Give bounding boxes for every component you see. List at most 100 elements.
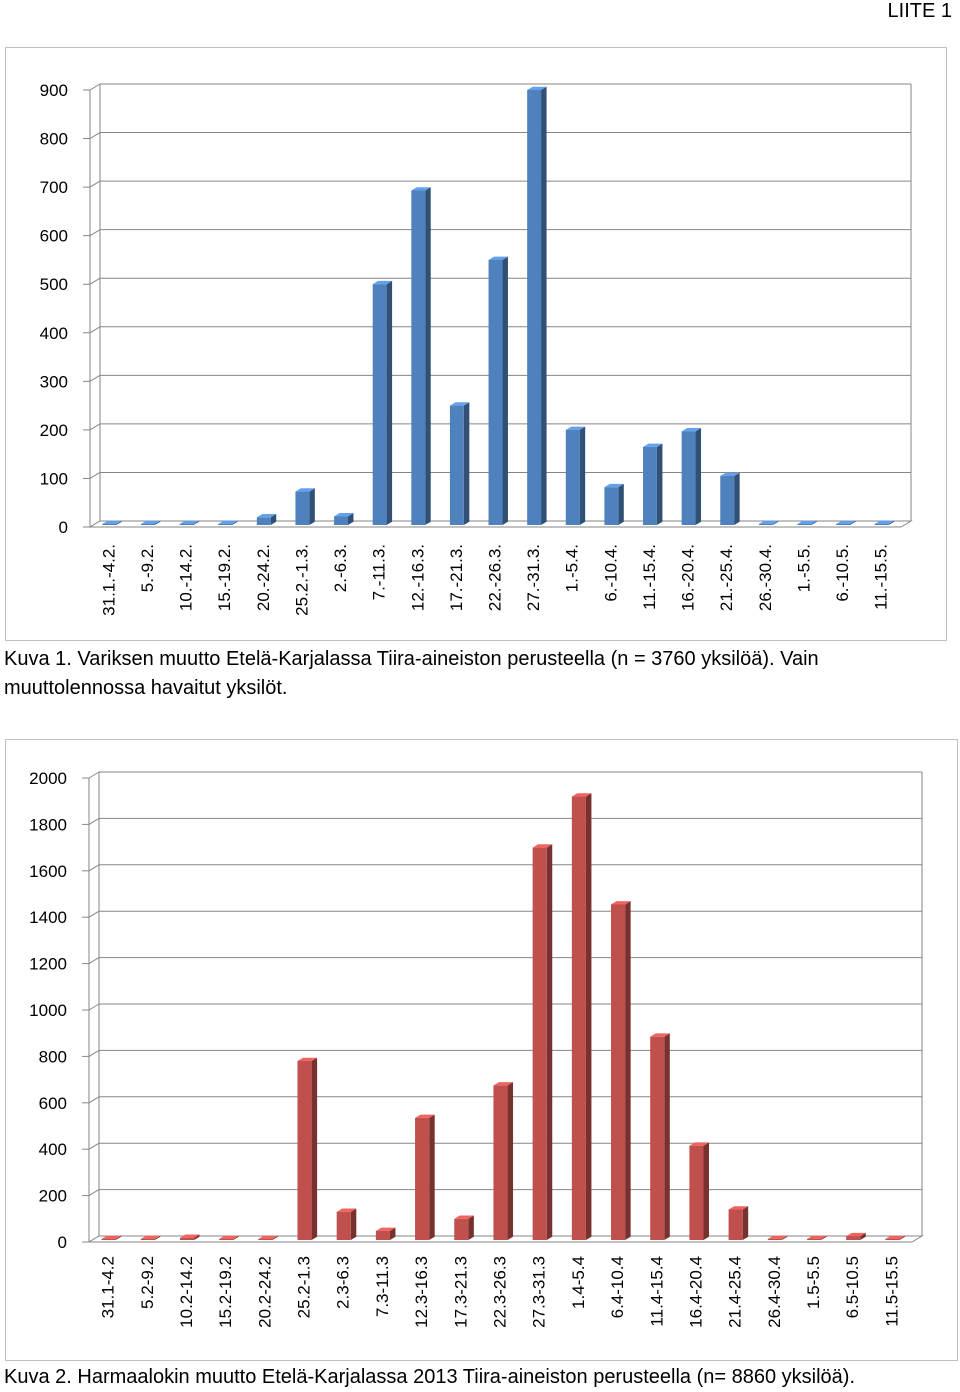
x-tick-label: 17.3-21.3 xyxy=(451,1256,470,1328)
bar-top xyxy=(681,428,702,432)
bar-side xyxy=(656,443,663,525)
grid-diagonal xyxy=(88,771,100,779)
x-tick-label: 12.3-16.3 xyxy=(412,1256,431,1328)
bar-side xyxy=(194,1234,200,1240)
bar-top xyxy=(372,280,393,285)
bar-top xyxy=(885,1235,905,1239)
bar xyxy=(643,446,657,525)
grid-diagonal xyxy=(89,229,101,237)
bar-side xyxy=(272,1235,278,1240)
y-tick-label: 800 xyxy=(39,1047,67,1066)
bar xyxy=(604,487,619,525)
bar xyxy=(650,1036,665,1240)
x-tick-label: 11.-15.5. xyxy=(872,544,891,610)
bar-side xyxy=(116,520,122,525)
bar-side xyxy=(502,256,508,525)
bar-top xyxy=(140,1235,161,1239)
bar xyxy=(375,1230,390,1240)
x-tick-label: 6.5-10.5 xyxy=(843,1256,862,1318)
bar-side xyxy=(664,1033,670,1240)
x-tick-label: 1.-5.4. xyxy=(563,544,582,592)
bar-side xyxy=(850,520,856,525)
bar-side xyxy=(585,793,592,1240)
bar-side xyxy=(781,1235,788,1240)
x-tick-label: 11.-15.4. xyxy=(640,544,659,610)
bar xyxy=(565,429,580,525)
bar xyxy=(571,796,586,1240)
bar-top xyxy=(758,520,779,524)
x-tick-label: 10.2-14.2 xyxy=(177,1256,196,1328)
bar-top xyxy=(140,520,161,524)
bar-side xyxy=(193,520,199,525)
bar-top xyxy=(611,901,631,905)
bar-side xyxy=(888,520,895,525)
bar-top xyxy=(295,488,315,492)
x-tick-label: 10.-14.2. xyxy=(177,544,196,611)
grid-diagonal xyxy=(88,817,100,825)
y-tick-label: 400 xyxy=(39,1140,67,1159)
bar-top xyxy=(493,1082,514,1086)
bar-top xyxy=(650,1033,670,1037)
bar-side xyxy=(742,1206,749,1240)
bar-side xyxy=(468,1215,474,1240)
bar-top xyxy=(218,520,238,524)
bar xyxy=(258,1239,273,1240)
bar-top xyxy=(874,520,895,524)
bar xyxy=(874,524,889,525)
y-tick-label: 0 xyxy=(58,1233,67,1252)
bar-side xyxy=(347,513,354,525)
bar-side xyxy=(463,402,470,525)
x-tick-label: 1.-5.5. xyxy=(794,544,813,592)
y-tick-label: 200 xyxy=(39,1187,67,1206)
bar-side xyxy=(309,488,315,525)
bar xyxy=(527,90,542,525)
x-tick-label: 22.3-26.3 xyxy=(491,1256,510,1328)
bar-side xyxy=(154,1235,161,1240)
bar xyxy=(218,524,233,525)
x-tick-label: 6.4-10.4 xyxy=(608,1256,627,1318)
bar-side xyxy=(425,187,431,525)
x-tick-label: 22.-26.3. xyxy=(486,544,505,611)
x-tick-label: 26.4-30.4 xyxy=(765,1256,784,1328)
bar xyxy=(720,476,735,525)
bar-side xyxy=(429,1114,435,1240)
bar xyxy=(415,1117,430,1240)
bar-side xyxy=(695,428,702,525)
x-tick-label: 25.2.-1.3. xyxy=(292,544,311,616)
bar xyxy=(836,524,851,525)
bar-top xyxy=(375,1227,396,1231)
bar xyxy=(411,190,426,525)
bar xyxy=(758,524,773,525)
y-tick-label: 2000 xyxy=(29,769,67,788)
x-tick-label: 21.4-25.4 xyxy=(726,1256,745,1328)
x-tick-label: 1.4-5.4 xyxy=(569,1256,588,1309)
bar-side xyxy=(270,513,277,525)
bar-side xyxy=(311,1057,318,1240)
grid-diagonal xyxy=(89,83,101,91)
x-tick-label: 21.-25.4. xyxy=(717,544,736,611)
x-tick-label: 1.5-5.5 xyxy=(804,1256,823,1309)
grid-diagonal xyxy=(89,180,101,188)
grid-diagonal xyxy=(88,1096,100,1104)
caption-1: Kuva 1. Variksen muutto Etelä-Karjalassa… xyxy=(4,648,819,699)
bar xyxy=(219,1239,234,1240)
x-tick-label: 15.2-19.2 xyxy=(216,1256,235,1328)
bar xyxy=(611,904,626,1240)
bar-side xyxy=(232,520,238,525)
bar xyxy=(493,1085,508,1240)
x-tick-label: 27.3-31.3 xyxy=(530,1256,549,1328)
bar-top xyxy=(454,1215,474,1219)
grid-diagonal xyxy=(89,472,101,479)
bar-side xyxy=(772,520,779,525)
bar-top xyxy=(527,86,547,90)
x-tick-label: 16.-20.4. xyxy=(679,544,698,611)
bar-top xyxy=(219,1235,239,1239)
bar xyxy=(102,524,117,525)
bar xyxy=(488,259,503,525)
bar xyxy=(179,524,194,525)
bar-top xyxy=(256,513,277,518)
grid-diagonal xyxy=(89,374,101,382)
bar xyxy=(140,1239,155,1240)
y-tick-label: 1200 xyxy=(29,955,67,974)
y-tick-label: 900 xyxy=(40,81,68,100)
